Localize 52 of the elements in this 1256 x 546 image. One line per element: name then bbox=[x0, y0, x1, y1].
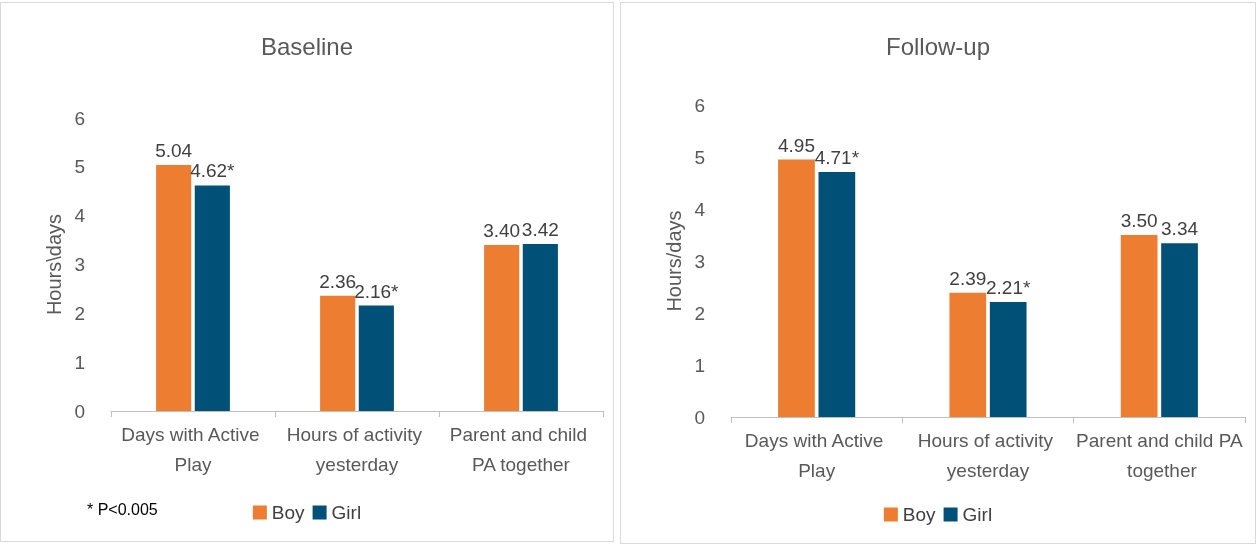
y-tick-label: 1 bbox=[74, 351, 85, 373]
y-tick-label: 6 bbox=[74, 107, 85, 129]
data-label: 2.16* bbox=[354, 280, 400, 302]
x-tick-label: Hours of activity yesterday bbox=[286, 423, 428, 475]
bar bbox=[949, 292, 987, 417]
x-tick-label: Days with Active Play bbox=[744, 429, 889, 481]
y-tick-label: 3 bbox=[74, 254, 85, 275]
x-tick-label: Parent and child PA together bbox=[1076, 429, 1243, 481]
y-tick-label: 2 bbox=[74, 302, 85, 324]
y-tick-label: 4 bbox=[694, 198, 706, 220]
y-tick-label: 3 bbox=[694, 250, 705, 272]
chart-title: Follow-up bbox=[885, 32, 991, 60]
y-tick-label: 2 bbox=[694, 302, 705, 324]
y-tick-label: 6 bbox=[694, 94, 705, 116]
y-tick-label: 4 bbox=[74, 205, 86, 227]
data-label: 3.42 bbox=[521, 218, 559, 240]
bar bbox=[522, 243, 558, 411]
legend-label: Boy bbox=[271, 502, 306, 523]
y-tick-label: 0 bbox=[74, 400, 85, 422]
data-label: 5.04 bbox=[155, 139, 193, 161]
data-label: 3.34 bbox=[1161, 218, 1199, 240]
x-tick-label: Days with Active Play bbox=[121, 423, 265, 475]
y-tick-label: 0 bbox=[694, 406, 705, 428]
legend-label: Boy bbox=[902, 504, 937, 525]
data-label: 2.21* bbox=[986, 277, 1031, 299]
y-tick-label: 1 bbox=[694, 354, 705, 376]
data-label: 4.71* bbox=[814, 147, 860, 169]
bar bbox=[818, 172, 856, 417]
data-label: 2.39 bbox=[949, 267, 987, 289]
y-tick-label: 5 bbox=[694, 146, 705, 168]
legend-label: Girl bbox=[962, 504, 993, 525]
data-label: 4.95 bbox=[777, 134, 815, 156]
legend-label: Girl bbox=[331, 502, 362, 523]
bar bbox=[989, 302, 1027, 417]
bar bbox=[1120, 235, 1158, 417]
bar bbox=[778, 159, 815, 417]
bar bbox=[358, 305, 394, 411]
bar bbox=[194, 185, 230, 411]
data-label: 3.50 bbox=[1120, 210, 1158, 231]
bar bbox=[484, 244, 520, 411]
x-tick-label: Hours of activity yesterday bbox=[917, 429, 1059, 481]
bar bbox=[156, 164, 192, 411]
y-axis-title: Hours/days bbox=[662, 210, 685, 312]
bar bbox=[1161, 243, 1198, 417]
y-tick-label: 5 bbox=[74, 156, 85, 178]
x-tick-label: Parent and child PA together bbox=[449, 423, 593, 475]
data-label: 3.40 bbox=[483, 219, 521, 241]
data-label: 2.36 bbox=[319, 270, 357, 292]
bar bbox=[320, 295, 356, 411]
chart-title: Baseline bbox=[260, 32, 354, 60]
text: * P<0.005 bbox=[87, 501, 158, 519]
y-axis-title: Hours\days bbox=[42, 213, 65, 316]
